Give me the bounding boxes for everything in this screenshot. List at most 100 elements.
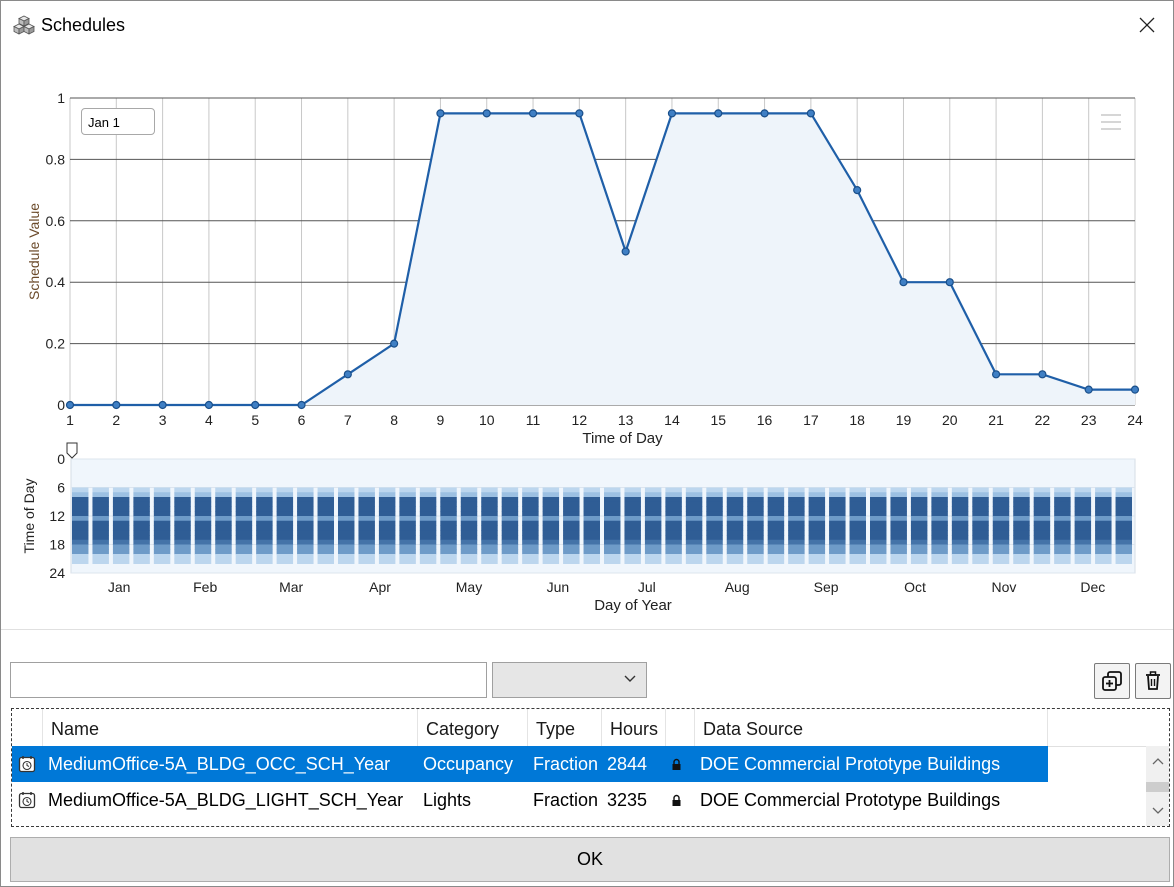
- heatmap-cell: [747, 535, 764, 541]
- heatmap-cell: [215, 539, 232, 545]
- heatmap-cell: [1033, 487, 1051, 493]
- ok-button[interactable]: OK: [10, 837, 1170, 882]
- heatmap-cell: [378, 530, 396, 536]
- heatmap-y-tick-label: 24: [49, 565, 65, 581]
- trash-icon: [1146, 671, 1160, 690]
- close-icon: [1139, 17, 1155, 33]
- heatmap-cell: [542, 549, 560, 555]
- heatmap-cell: [215, 497, 232, 503]
- heatmap-cell: [378, 558, 396, 564]
- date-selector[interactable]: Jan 1: [81, 108, 155, 135]
- heatmap-cell: [890, 520, 907, 526]
- heatmap-cell: [644, 554, 662, 560]
- heatmap-cell: [378, 554, 396, 560]
- heatmap-cell: [563, 501, 580, 507]
- heatmap-cell: [706, 511, 723, 517]
- close-button[interactable]: [1131, 9, 1163, 41]
- heatmap-cell: [992, 501, 1010, 507]
- table-scrollbar[interactable]: [1146, 746, 1169, 826]
- heatmap-cell: [235, 535, 253, 541]
- heatmap-cell: [358, 525, 375, 531]
- heatmap-cell: [194, 501, 212, 507]
- day-marker-icon: [66, 442, 78, 459]
- category-filter-dropdown[interactable]: [492, 662, 647, 698]
- heatmap-cell: [706, 525, 723, 531]
- heatmap-cell: [1095, 497, 1112, 503]
- column-header-hours[interactable]: Hours: [602, 709, 666, 746]
- x-tick-label: 7: [344, 412, 352, 428]
- lock-icon: [672, 758, 681, 770]
- heatmap-cell: [665, 530, 682, 536]
- heatmap-cell: [808, 558, 826, 564]
- scroll-down-button[interactable]: [1146, 796, 1169, 826]
- heatmap-cell: [1115, 506, 1132, 512]
- heatmap-week-columns: [72, 487, 1132, 564]
- heatmap-cell: [849, 497, 866, 503]
- heatmap-cell: [583, 544, 600, 550]
- heatmap-cell: [1033, 520, 1051, 526]
- heatmap-cell: [644, 492, 662, 498]
- data-point: [65, 400, 75, 410]
- heatmap-month-label: May: [456, 579, 482, 595]
- heatmap-cell: [583, 506, 600, 512]
- column-header-lock[interactable]: [666, 709, 695, 746]
- heatmap-cell: [133, 554, 150, 560]
- heatmap-cell: [153, 558, 171, 564]
- heatmap-cell: [481, 497, 498, 503]
- table-row[interactable]: MediumOffice-5A_BLDG_OCC_SCH_Year Occupa…: [12, 746, 1146, 782]
- heatmap-cell: [522, 530, 539, 536]
- column-header-data-source[interactable]: Data Source: [695, 709, 1048, 746]
- heatmap-cell: [358, 511, 375, 517]
- heatmap-cell: [829, 511, 846, 517]
- heatmap-cell: [317, 520, 334, 526]
- heatmap-cell: [297, 520, 314, 526]
- heatmap-cell: [1115, 525, 1132, 531]
- heatmap-cell: [890, 544, 907, 550]
- heatmap-cell: [972, 492, 989, 498]
- delete-button[interactable]: [1135, 663, 1171, 699]
- heatmap-cell: [951, 497, 969, 503]
- x-tick-label: 18: [849, 412, 865, 428]
- heatmap-cell: [235, 539, 253, 545]
- column-header-type[interactable]: Type: [528, 709, 602, 746]
- heatmap-cell: [972, 530, 989, 536]
- column-header-category[interactable]: Category: [418, 709, 528, 746]
- heatmap-cell: [890, 530, 907, 536]
- heatmap-cell: [133, 539, 150, 545]
- cell-type: Fraction: [533, 754, 599, 774]
- heatmap-cell: [378, 497, 396, 503]
- heatmap-cell: [849, 530, 866, 536]
- heatmap-cell: [378, 535, 396, 541]
- heatmap-cell: [174, 487, 191, 493]
- search-input[interactable]: [10, 662, 487, 698]
- heatmap-cell: [563, 558, 580, 564]
- table-row[interactable]: MediumOffice-5A_BLDG_LIGHT_SCH_Year Ligh…: [12, 782, 1146, 818]
- heatmap-cell: [563, 516, 580, 522]
- heatmap-cell: [399, 520, 416, 526]
- heatmap-cell: [1115, 544, 1132, 550]
- heatmap-cell: [460, 506, 478, 512]
- column-header-name[interactable]: Name: [43, 709, 418, 746]
- heatmap-cell: [1115, 511, 1132, 517]
- heatmap-cell: [522, 492, 539, 498]
- heatmap-cell: [951, 549, 969, 555]
- table-header: Name Category Type Hours Data Source: [12, 709, 1146, 747]
- heatmap-cell: [297, 506, 314, 512]
- scroll-thumb[interactable]: [1146, 782, 1169, 792]
- heatmap-cell: [1115, 549, 1132, 555]
- scroll-up-button[interactable]: [1146, 746, 1169, 776]
- heatmap-cell: [726, 549, 744, 555]
- heatmap-cell: [747, 506, 764, 512]
- heatmap-cell: [1095, 558, 1112, 564]
- duplicate-button[interactable]: [1094, 663, 1130, 699]
- heatmap-cell: [112, 506, 130, 512]
- heatmap-cell: [399, 492, 416, 498]
- heatmap-cell: [112, 535, 130, 541]
- heatmap-cell: [174, 520, 191, 526]
- hamburger-menu-icon[interactable]: [1099, 111, 1123, 133]
- heatmap-cell: [1095, 492, 1112, 498]
- heatmap-cell: [685, 492, 703, 498]
- x-axis-title: Time of Day: [582, 430, 663, 447]
- x-tick-label: 5: [251, 412, 259, 428]
- heatmap-cell: [788, 487, 805, 493]
